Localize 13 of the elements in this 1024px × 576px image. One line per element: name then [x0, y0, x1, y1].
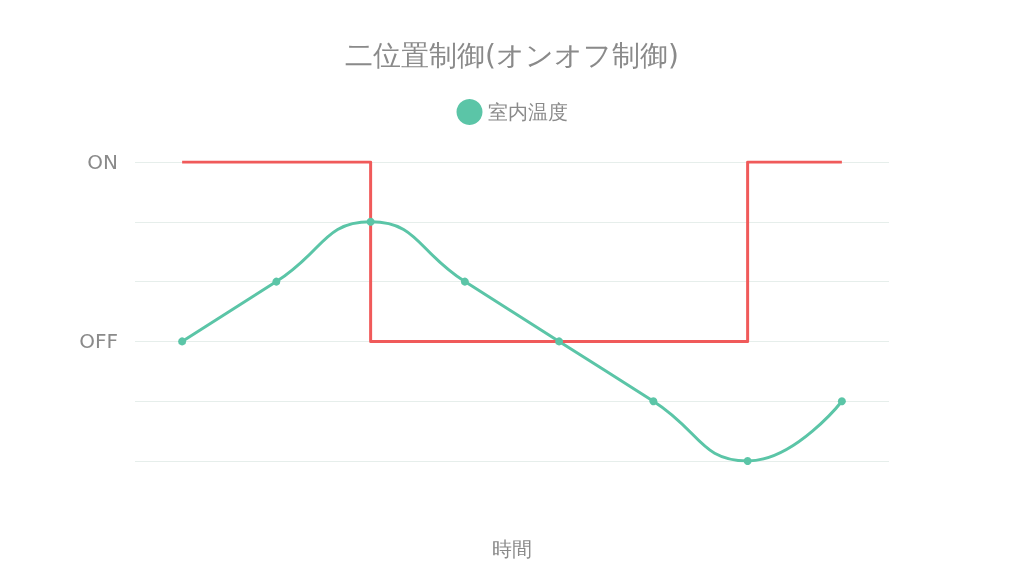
point	[272, 277, 281, 286]
text: OFF	[79, 329, 118, 354]
point	[366, 217, 375, 226]
point	[743, 457, 752, 465]
point	[837, 397, 846, 406]
point	[460, 277, 469, 286]
point	[649, 397, 658, 406]
legend-label: 室内温度	[487, 100, 568, 124]
text: ON	[87, 150, 118, 174]
chart-title: 二位置制御(オンオフ制御)	[345, 38, 679, 72]
x-axis-title: 時間	[492, 537, 532, 561]
point	[555, 337, 564, 346]
point	[178, 337, 187, 346]
